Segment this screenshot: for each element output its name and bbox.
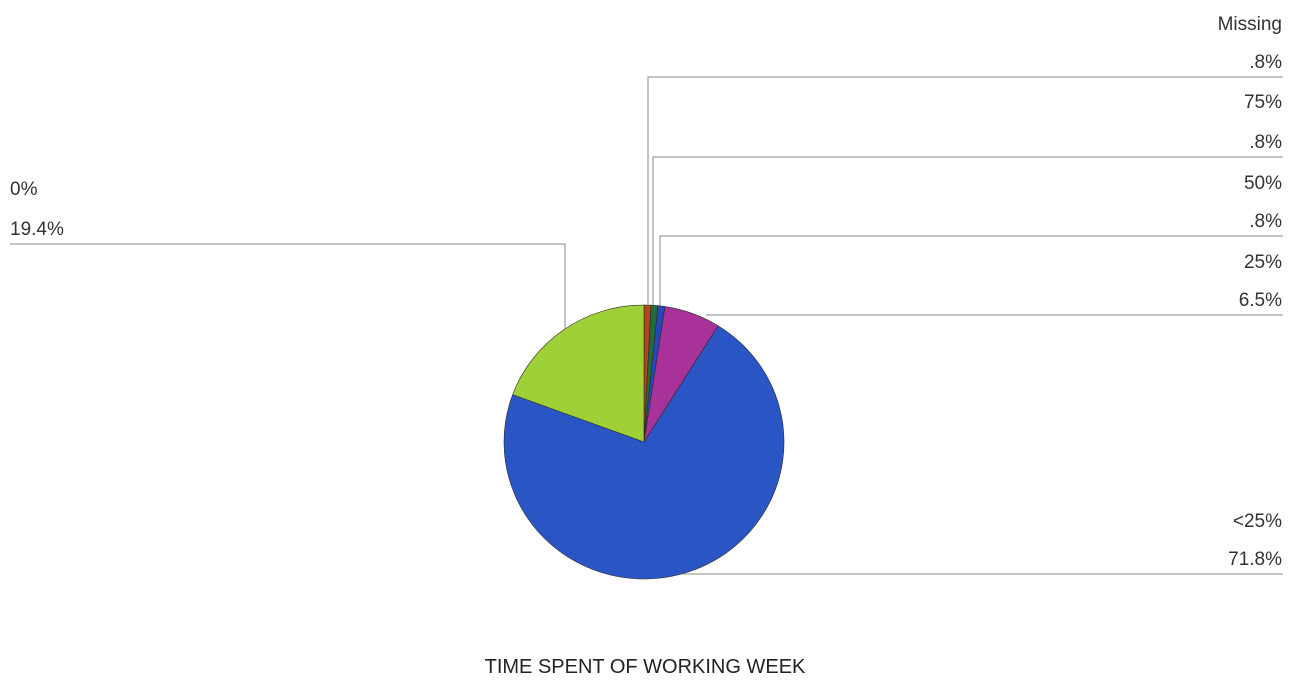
slice-value-label-lt-25pct: 71.8% xyxy=(1228,549,1282,570)
slice-value-label-50pct: .8% xyxy=(1249,211,1282,232)
slice-value-label-missing: .8% xyxy=(1249,52,1282,73)
pie-slices xyxy=(503,304,785,580)
pie-slice-0pct xyxy=(512,304,645,443)
chart-title: TIME SPENT OF WORKING WEEK xyxy=(485,656,806,678)
slice-name-label-lt-25pct: <25% xyxy=(1233,511,1282,532)
slice-value-label-25pct: 6.5% xyxy=(1239,290,1282,311)
slice-name-label-missing: Missing xyxy=(1218,14,1282,35)
leader-line-50pct xyxy=(659,235,1283,306)
leader-line-missing xyxy=(647,76,1283,306)
slice-name-label-75pct: 75% xyxy=(1244,92,1282,113)
slice-labels: Missing .8% 75% .8% 50% .8% 25% 6.5% <25% 71.8% 0%… xyxy=(10,14,1282,570)
slice-value-label-0pct: 19.4% xyxy=(10,219,64,240)
slice-value-label-75pct: .8% xyxy=(1249,132,1282,153)
leader-lines xyxy=(10,76,1283,575)
pie-slice-lt-25pct xyxy=(503,325,785,580)
leader-line-75pct xyxy=(652,156,1283,306)
slice-name-label-0pct: 0% xyxy=(10,179,38,200)
slice-name-label-25pct: 25% xyxy=(1244,252,1282,273)
leader-line-0pct xyxy=(10,243,566,329)
slice-name-label-50pct: 50% xyxy=(1244,173,1282,194)
